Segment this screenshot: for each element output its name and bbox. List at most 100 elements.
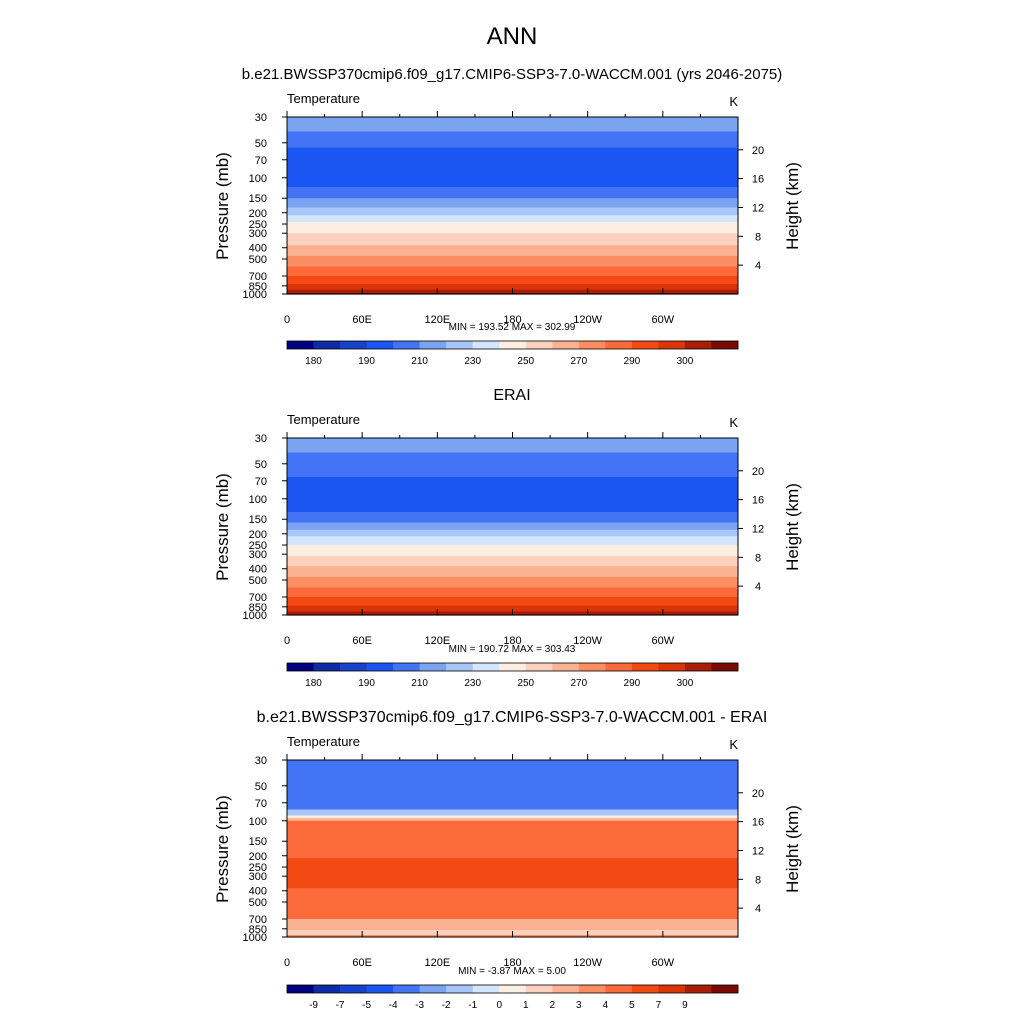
colorbar-frame	[286, 340, 739, 350]
y-axis-title: Pressure (mb)	[213, 795, 232, 903]
contour-band	[287, 266, 738, 277]
y-axis-title-right: Height (km)	[783, 483, 802, 571]
colorbar: -9 -7 -5 -4 -3 -2 -1 0 1 2 3 4 5 7 9	[286, 984, 739, 1011]
y-tick-label: 1000	[243, 932, 267, 944]
colorbar-swatch	[711, 341, 739, 349]
y-tick-label: 700	[249, 914, 267, 926]
panel-title: ERAI	[493, 387, 530, 404]
colorbar-label: 2	[550, 1000, 556, 1011]
colorbar-swatch	[711, 663, 739, 671]
y-tick-label: 250	[249, 219, 267, 231]
y-axis-title-right: Height (km)	[783, 805, 802, 893]
colorbar-label: -9	[309, 1000, 318, 1011]
colorbar-swatch	[499, 341, 527, 349]
colorbar-label: 190	[358, 356, 375, 367]
contour-band	[287, 477, 738, 513]
y-right-tick-label: 12	[752, 845, 764, 857]
x-tick-label: 60E	[352, 635, 372, 647]
contour-band	[287, 760, 738, 811]
colorbar-swatch	[631, 341, 659, 349]
y-right-tick-label: 16	[752, 174, 764, 186]
x-tick-label: 180	[503, 957, 521, 969]
colorbar-swatch	[419, 985, 447, 993]
colorbar-swatch	[393, 985, 421, 993]
y-tick-label: 200	[249, 851, 267, 863]
y-tick-label: 100	[249, 173, 267, 185]
contour-band	[287, 221, 738, 234]
y-axis-title-right: Height (km)	[783, 162, 802, 250]
colorbar-label: 4	[603, 1000, 609, 1011]
y-tick-label: 150	[249, 193, 267, 205]
x-tick-label: 120E	[424, 957, 450, 969]
variable-label: Temperature	[287, 734, 360, 749]
colorbar-swatch	[578, 341, 606, 349]
colorbar-swatch	[552, 341, 580, 349]
y-tick-label: 70	[255, 476, 267, 488]
colorbar-label: -3	[415, 1000, 424, 1011]
colorbar-label: -1	[468, 1000, 477, 1011]
contour-band	[287, 566, 738, 578]
contour-band	[287, 858, 738, 889]
contour-band	[287, 918, 738, 931]
y-tick-label: 500	[249, 575, 267, 587]
colorbar-swatch	[313, 341, 341, 349]
colorbar-swatch	[287, 663, 314, 671]
contour-band	[287, 283, 738, 291]
colorbar-swatch	[658, 663, 686, 671]
colorbar-swatch	[366, 985, 394, 993]
y-axis-title: Pressure (mb)	[213, 152, 232, 260]
colorbar-swatch	[499, 663, 527, 671]
colorbar-label: 300	[677, 678, 694, 689]
panel-erai: ERAI Temperature K Pressure (mb) Height …	[213, 387, 802, 689]
y-right-tick-label: 20	[752, 466, 764, 478]
contour-band	[287, 255, 738, 268]
panel-difference: b.e21.BWSSP370cmip6.f09_g17.CMIP6-SSP3-7…	[213, 709, 802, 1011]
y-right-tick-label: 12	[752, 523, 764, 535]
y-tick-label: 850	[249, 281, 267, 293]
colorbar-swatch	[393, 341, 421, 349]
stats-label: MIN = -3.87 MAX = 5.00	[458, 966, 566, 977]
contour-band	[287, 233, 738, 246]
colorbar-label: 250	[517, 356, 534, 367]
colorbar-frame	[286, 662, 739, 672]
colorbar-swatch	[313, 985, 341, 993]
colorbar-swatch	[658, 341, 686, 349]
variable-label: Temperature	[287, 91, 360, 106]
colorbar-swatch	[605, 985, 633, 993]
panel-title: b.e21.BWSSP370cmip6.f09_g17.CMIP6-SSP3-7…	[257, 709, 768, 726]
colorbar-swatch	[552, 985, 580, 993]
colorbar-swatch	[366, 663, 394, 671]
colorbar-label: 210	[411, 356, 428, 367]
contour-band	[287, 452, 738, 478]
contour-band	[287, 522, 738, 531]
x-tick-label: 60W	[652, 635, 675, 647]
colorbar-frame	[286, 984, 739, 994]
colorbar-swatch	[525, 985, 553, 993]
x-tick-label: 120W	[573, 635, 602, 647]
contour-band	[287, 198, 738, 209]
y-tick-label: 1000	[243, 289, 267, 301]
y-tick-label: 300	[249, 549, 267, 561]
y-tick-label: 300	[249, 228, 267, 240]
colorbar-swatch	[446, 985, 474, 993]
stats-label: MIN = 190.72 MAX = 303.43	[449, 644, 576, 655]
y-tick-label: 30	[255, 112, 267, 124]
x-tick-label: 60W	[652, 314, 675, 326]
x-tick-label: 180	[503, 635, 521, 647]
y-right-tick-label: 4	[755, 903, 761, 915]
y-tick-label: 1000	[243, 610, 267, 622]
figure-title: ANN	[487, 23, 538, 50]
colorbar-label: 210	[411, 678, 428, 689]
x-tick-label: 120W	[573, 957, 602, 969]
y-tick-label: 300	[249, 871, 267, 883]
variable-label: Temperature	[287, 412, 360, 427]
colorbar-swatch	[578, 663, 606, 671]
x-tick-label: 0	[284, 635, 290, 647]
colorbar-swatch	[472, 985, 500, 993]
y-tick-label: 500	[249, 897, 267, 909]
x-tick-label: 120W	[573, 314, 602, 326]
contour-band	[287, 438, 738, 454]
y-tick-label: 400	[249, 564, 267, 576]
